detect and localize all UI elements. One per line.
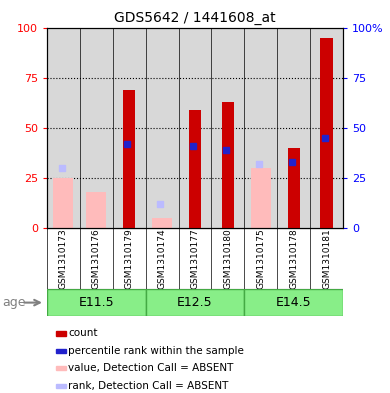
Bar: [287, 148, 300, 228]
FancyBboxPatch shape: [245, 289, 343, 316]
Bar: [222, 102, 234, 228]
Text: GSM1310174: GSM1310174: [158, 228, 167, 289]
Bar: [145, 28, 179, 228]
Text: GSM1310179: GSM1310179: [125, 228, 134, 289]
Text: GSM1310180: GSM1310180: [223, 228, 232, 289]
Bar: [123, 90, 135, 228]
Bar: [56, 331, 66, 336]
Bar: [80, 28, 113, 228]
Bar: [113, 28, 145, 228]
Text: age: age: [2, 296, 25, 309]
Text: GSM1310175: GSM1310175: [256, 228, 265, 289]
Text: E14.5: E14.5: [276, 296, 312, 309]
Text: rank, Detection Call = ABSENT: rank, Detection Call = ABSENT: [68, 381, 229, 391]
Bar: [189, 110, 201, 228]
Bar: [211, 28, 245, 228]
Text: GSM1310177: GSM1310177: [190, 228, 200, 289]
Bar: [53, 178, 73, 228]
Text: count: count: [68, 329, 98, 338]
Text: GSM1310181: GSM1310181: [322, 228, 331, 289]
Bar: [277, 28, 310, 228]
Text: E11.5: E11.5: [78, 296, 114, 309]
Bar: [86, 192, 106, 228]
FancyBboxPatch shape: [145, 289, 245, 316]
Bar: [179, 28, 211, 228]
Text: value, Detection Call = ABSENT: value, Detection Call = ABSENT: [68, 363, 234, 373]
Bar: [152, 218, 172, 228]
Text: GSM1310173: GSM1310173: [59, 228, 68, 289]
Title: GDS5642 / 1441608_at: GDS5642 / 1441608_at: [114, 11, 276, 25]
Text: percentile rank within the sample: percentile rank within the sample: [68, 346, 244, 356]
Bar: [251, 168, 271, 228]
Text: E12.5: E12.5: [177, 296, 213, 309]
Bar: [245, 28, 277, 228]
Bar: [321, 38, 333, 228]
Bar: [310, 28, 343, 228]
Bar: [56, 349, 66, 353]
Bar: [56, 384, 66, 388]
Text: GSM1310176: GSM1310176: [92, 228, 101, 289]
Bar: [47, 28, 80, 228]
FancyBboxPatch shape: [47, 289, 145, 316]
Text: GSM1310178: GSM1310178: [289, 228, 298, 289]
Bar: [56, 366, 66, 371]
